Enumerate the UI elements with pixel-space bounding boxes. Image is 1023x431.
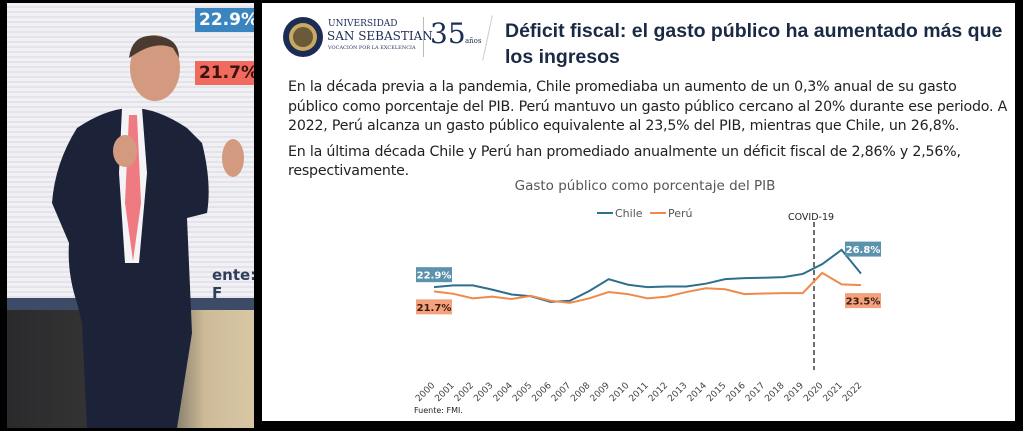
line-chart: Gasto público como porcentaje del PIB Ch… [414,178,881,415]
legend: Chile Perú [597,207,693,220]
x-tick-label: 2021 [822,381,845,404]
x-tick-label: 2015 [705,381,728,404]
data-label-bg [845,241,881,257]
x-tick-label: 2001 [433,381,456,404]
x-tick-label: 2020 [802,381,825,404]
x-tick-label: 2012 [647,381,670,404]
x-tick-label: 2009 [589,381,612,404]
speaker-figure [52,35,244,428]
presentation-slide: UNIVERSIDAD SAN SEBASTIAN VOCACIÓN POR L… [262,3,1015,421]
x-tick-label: 2005 [511,381,534,404]
chart-title: Gasto público como porcentaje del PIB [515,178,776,194]
anniversary-sub: años [465,37,482,45]
university-logo: UNIVERSIDAD SAN SEBASTIAN VOCACIÓN POR L… [282,15,497,61]
stage-peru-label: 21.7% [195,61,254,85]
data-label: 26.8% [846,245,881,256]
x-tick-label: 2004 [492,381,515,404]
logo-line-1: UNIVERSIDAD [328,19,398,29]
logo-line-3: VOCACIÓN POR LA EXCELENCIA [328,45,416,51]
legend-peru-label: Perú [668,207,693,220]
slide-title: Déficit fiscal: el gasto público ha aume… [505,20,1003,68]
slide-body: En la década previa a la pandemia, Chile… [288,78,1008,188]
stage-source-text: ente: F [212,266,254,302]
x-tick-label: 2007 [550,381,573,404]
university-seal-icon [283,17,323,57]
x-tick-label: 2006 [530,381,553,404]
chart-source: Fuente: FMI. [414,406,463,415]
data-label-bg [416,299,452,315]
speaker-video: 22.9% 21.7% ente: F [7,3,254,428]
stage-chile-label: 22.9% [195,8,254,32]
x-tick-label: 2003 [472,381,495,404]
x-tick-label: 2011 [628,381,651,404]
data-label-bg [416,267,452,283]
anniversary-number: 35 [430,17,466,50]
data-label: 22.9% [417,271,452,282]
x-tick-label: 2002 [453,381,476,404]
x-tick-label: 2018 [763,381,786,404]
logo-divider [423,17,424,57]
x-tick-label: 2000 [414,381,437,404]
x-tick-label: 2022 [841,381,864,404]
logo-line-2: SAN SEBASTIAN [327,29,433,43]
data-label-bg [845,293,881,309]
x-tick-label: 2013 [666,381,689,404]
x-tick-label: 2017 [744,381,767,404]
legend-chile-label: Chile [615,207,643,220]
x-tick-label: 2016 [725,381,748,404]
x-tick-label: 2010 [608,381,631,404]
x-tick-label: 2014 [686,381,709,404]
data-label: 21.7% [417,303,452,314]
paragraph: En la última década Chile y Perú han pro… [288,143,961,180]
paragraph: En la década previa a la pandemia, Chile… [288,79,1008,134]
covid-label: COVID-19 [788,212,834,223]
data-label: 23.5% [846,297,881,308]
x-tick-label: 2019 [783,381,806,404]
x-tick-label: 2008 [569,381,592,404]
